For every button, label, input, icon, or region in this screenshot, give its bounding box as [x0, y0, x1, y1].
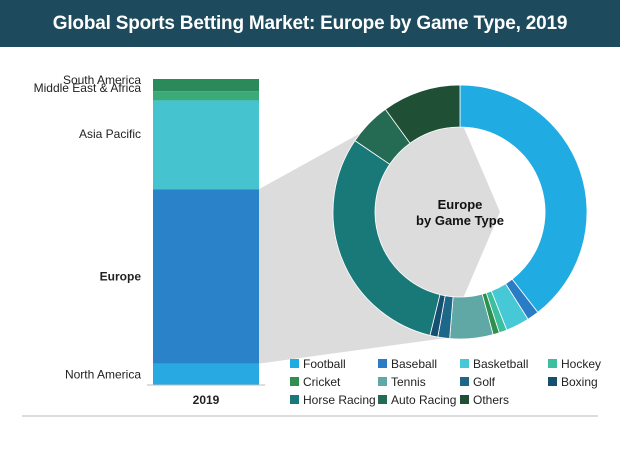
bar-label-asia-pacific: Asia Pacific: [79, 127, 141, 141]
legend-swatch-basketball: [460, 359, 469, 368]
donut-slice-others: [384, 84, 461, 144]
bar-label-north-america: North America: [65, 367, 141, 381]
legend-label-boxing: Boxing: [561, 375, 598, 389]
bar-segment-asia-pacific: [153, 100, 259, 190]
legend-label-hockey: Hockey: [561, 357, 601, 371]
legend-swatch-boxing: [548, 377, 557, 386]
legend-swatch-horse-racing: [290, 395, 299, 404]
bar-label-middle-east-and-africa: Middle East & Africa: [34, 81, 142, 95]
legend-swatch-tennis: [378, 377, 387, 386]
bar-segment-south-america: [153, 79, 259, 92]
legend-swatch-baseball: [378, 359, 387, 368]
donut-center-line-2: by Game Type: [416, 213, 504, 228]
legend-swatch-football: [290, 359, 299, 368]
x-tick-label: 2019: [193, 393, 220, 407]
legend-label-football: Football: [303, 357, 346, 371]
donut-chart: [332, 84, 588, 340]
legend-label-auto-racing: Auto Racing: [391, 393, 456, 407]
legend-swatch-cricket: [290, 377, 299, 386]
legend-label-tennis: Tennis: [391, 375, 426, 389]
bar-segment-europe: [153, 189, 259, 364]
legend-swatch-golf: [460, 377, 469, 386]
title-bar: [0, 0, 620, 47]
legend-label-horse-racing: Horse Racing: [303, 393, 376, 407]
bar-region-labels: North America Europe Asia Pacific Middle Ea…: [34, 73, 142, 381]
legend-label-basketball: Basketball: [473, 357, 528, 371]
chart-title: Global Sports Betting Market: Europe by …: [52, 13, 568, 34]
donut-slice-horse-racing: [332, 140, 441, 336]
legend: Football Baseball Basketball Hockey Cricket T…: [290, 357, 601, 407]
donut-center-line-1: Europe: [438, 197, 483, 212]
legend-label-golf: Golf: [473, 375, 496, 389]
legend-label-baseball: Baseball: [391, 357, 437, 371]
legend-label-others: Others: [473, 393, 509, 407]
legend-swatch-hockey: [548, 359, 557, 368]
bar-segment-north-america: [153, 363, 259, 385]
legend-swatch-others: [460, 395, 469, 404]
stacked-bar: [153, 79, 259, 385]
bar-label-south-america: South America: [63, 73, 141, 87]
bar-segment-middle-east-and-africa: [153, 91, 259, 101]
legend-swatch-auto-racing: [378, 395, 387, 404]
donut-slice-football: [459, 84, 588, 313]
bar-axis: 2019: [22, 384, 598, 417]
legend-label-cricket: Cricket: [303, 375, 341, 389]
bar-label-europe: Europe: [100, 269, 142, 283]
